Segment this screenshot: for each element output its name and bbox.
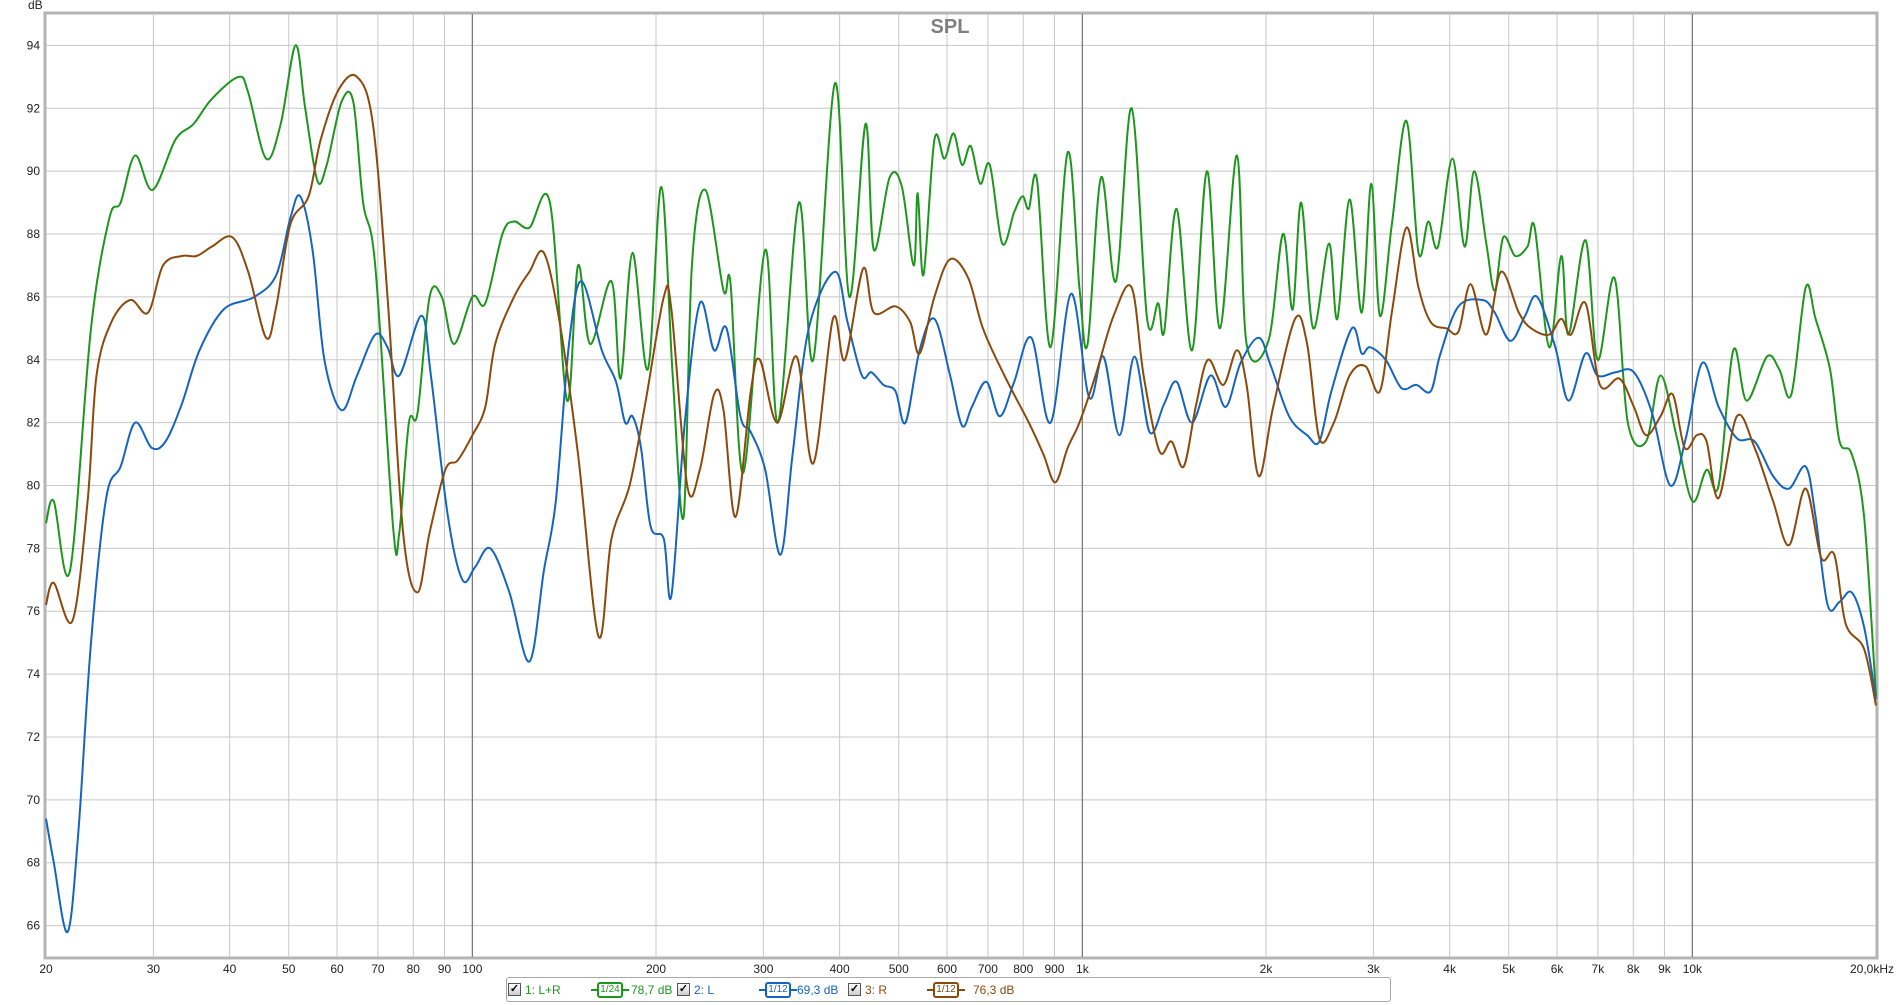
series-3-label[interactable]: 3: R (865, 983, 888, 997)
series-line-1 (45, 44, 1877, 697)
x-tick-label: 7k (1592, 962, 1606, 975)
y-tick-label: 74 (27, 667, 41, 681)
y-tick-label: 70 (27, 793, 41, 807)
x-tick-label: 900 (1044, 962, 1064, 975)
x-tick-labels: 20 30 40 50 60 70 80 90 100 200 300 400 500 600 700 800… (39, 962, 1894, 975)
y-tick-label: 94 (27, 38, 41, 52)
x-tick-label: 500 (889, 962, 909, 975)
x-tick-label: 200 (646, 962, 666, 975)
x-tick-label: 3k (1367, 962, 1381, 975)
series-line-3 (45, 73, 1877, 706)
y-tick-label: 78 (27, 541, 41, 555)
y-axis-label: dB (28, 0, 43, 12)
x-tick-label: 700 (978, 962, 998, 975)
x-tick-label: 50 (282, 962, 296, 975)
x-tick-label: 8k (1627, 962, 1641, 975)
y-tick-label: 72 (27, 730, 41, 744)
series-2-level: 69,3 dB (797, 983, 839, 997)
y-tick-label: 66 (27, 919, 41, 933)
x-tick-label: 40 (223, 962, 237, 975)
series-3-level: 76,3 dB (973, 983, 1015, 997)
smoothing-den: 24 (608, 984, 620, 995)
legend: ✓ 1: L+R 1/24 78,7 dB ✓ 2: L 1/12 69,3 d… (506, 977, 1391, 1002)
x-tick-label: 30 (147, 962, 161, 975)
y-tick-label: 68 (27, 856, 41, 870)
smoothing-den: 12 (776, 984, 788, 995)
x-tick-label: 300 (753, 962, 773, 975)
series-lines[interactable] (45, 44, 1877, 933)
x-tick-label: 100 (462, 962, 482, 975)
x-tick-label: 10k (1683, 962, 1703, 975)
x-tick-label: 4k (1443, 962, 1457, 975)
x-tick-label: 2k (1260, 962, 1274, 975)
smoothing-num: 1 (600, 984, 606, 995)
x-tick-label: 800 (1013, 962, 1033, 975)
x-tick-label: 70 (371, 962, 385, 975)
series-1-level: 78,7 dB (631, 983, 673, 997)
series-2-label[interactable]: 2: L (694, 983, 715, 997)
y-tick-label: 76 (27, 604, 41, 618)
y-tick-labels: 66 68 70 72 74 76 78 80 82 84 86 88 90 92 94 (27, 38, 41, 932)
y-tick-label: 86 (27, 290, 41, 304)
y-tick-label: 84 (27, 353, 41, 367)
y-tick-label: 92 (27, 101, 41, 115)
chart-title: SPL (931, 16, 970, 38)
series-1-smoothing-button[interactable]: 1/24 (591, 982, 629, 998)
series-1-label[interactable]: 1: L+R (525, 983, 561, 997)
gridlines (46, 14, 1876, 957)
checkmark-icon: ✓ (849, 983, 860, 995)
series-line-2 (45, 194, 1877, 933)
y-tick-label: 90 (27, 164, 41, 178)
x-tick-label: 20,0kHz (1850, 962, 1894, 975)
y-tick-label: 88 (27, 227, 41, 241)
x-tick-label: 6k (1551, 962, 1565, 975)
smoothing-den: 12 (944, 984, 956, 995)
x-tick-label: 400 (830, 962, 850, 975)
x-tick-label: 90 (438, 962, 452, 975)
x-tick-label: 1k (1076, 962, 1090, 975)
x-tick-label: 80 (407, 962, 421, 975)
series-3-smoothing-button[interactable]: 1/12 (927, 982, 965, 998)
series-2-checkbox[interactable]: ✓ (677, 983, 690, 996)
y-tick-label: 82 (27, 416, 41, 430)
x-tick-label: 20 (39, 962, 53, 975)
checkmark-icon: ✓ (509, 983, 520, 995)
spl-chart: 66 68 70 72 74 76 78 80 82 84 86 88 90 92 94 20 30 40 50 6… (27, 0, 1894, 975)
series-1-checkbox[interactable]: ✓ (508, 983, 521, 996)
smoothing-num: 1 (936, 984, 942, 995)
x-tick-label: 600 (937, 962, 957, 975)
series-3-checkbox[interactable]: ✓ (848, 983, 861, 996)
x-tick-label: 9k (1658, 962, 1672, 975)
smoothing-num: 1 (768, 984, 774, 995)
x-tick-label: 60 (330, 962, 344, 975)
series-2-smoothing-button[interactable]: 1/12 (759, 982, 797, 998)
y-tick-label: 80 (27, 479, 41, 493)
x-tick-label: 5k (1502, 962, 1516, 975)
checkmark-icon: ✓ (678, 983, 689, 995)
